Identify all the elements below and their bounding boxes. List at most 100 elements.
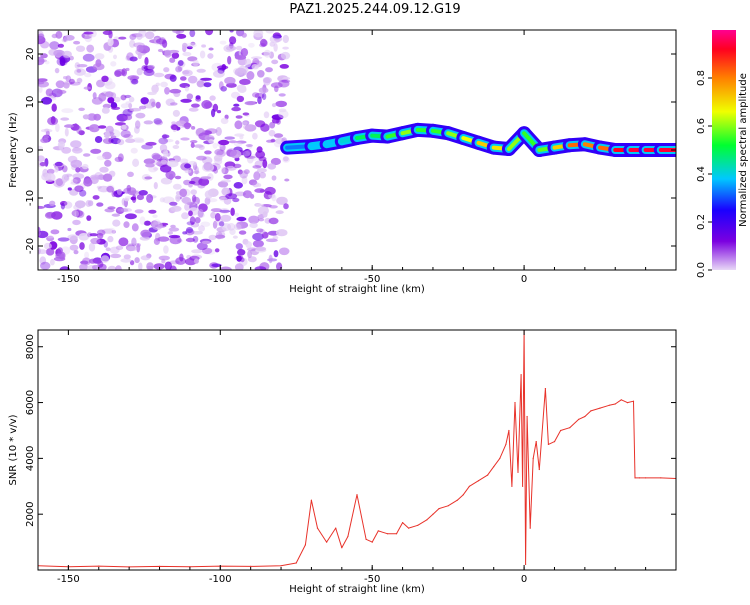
noise-blob bbox=[249, 193, 255, 199]
noise-blob bbox=[82, 257, 91, 266]
noise-blob bbox=[230, 207, 235, 216]
noise-blob bbox=[45, 88, 54, 97]
noise-blob bbox=[247, 250, 253, 259]
noise-blob bbox=[70, 179, 78, 184]
noise-blob bbox=[242, 121, 248, 125]
noise-blob bbox=[83, 86, 92, 90]
noise-blob bbox=[38, 249, 48, 255]
noise-blob bbox=[262, 159, 268, 169]
noise-blob bbox=[134, 209, 144, 214]
noise-blob bbox=[269, 121, 276, 129]
y-tick-label: 2000 bbox=[25, 501, 36, 526]
noise-blob bbox=[164, 87, 170, 95]
noise-blob bbox=[210, 211, 217, 219]
snr-point bbox=[438, 508, 440, 510]
noise-blob bbox=[221, 167, 229, 175]
snr-frame bbox=[37, 329, 677, 571]
noise-blob bbox=[127, 171, 134, 177]
noise-blob bbox=[219, 40, 227, 45]
noise-blob bbox=[39, 256, 47, 265]
noise-blob bbox=[160, 81, 168, 88]
noise-blob bbox=[180, 76, 187, 81]
noise-blob bbox=[204, 197, 211, 205]
noise-blob bbox=[102, 151, 112, 160]
noise-blob bbox=[100, 255, 110, 263]
noise-blob bbox=[172, 109, 180, 117]
noise-blob bbox=[205, 248, 216, 255]
noise-blob bbox=[75, 167, 81, 173]
noise-blob bbox=[215, 231, 223, 240]
noise-blob bbox=[110, 253, 122, 259]
noise-blob bbox=[248, 179, 258, 186]
snr-point bbox=[250, 565, 252, 568]
noise-blob bbox=[169, 57, 176, 63]
noise-blob bbox=[167, 160, 179, 168]
noise-blob bbox=[258, 218, 265, 222]
noise-blob bbox=[236, 45, 243, 51]
noise-blob bbox=[104, 159, 112, 167]
noise-blob bbox=[74, 68, 86, 76]
noise-blob bbox=[153, 72, 165, 78]
noise-blob bbox=[43, 134, 49, 139]
noise-blob bbox=[245, 58, 252, 68]
noise-blob bbox=[200, 221, 211, 227]
noise-blob bbox=[256, 228, 264, 233]
noise-blob bbox=[170, 224, 176, 229]
noise-blob bbox=[229, 149, 242, 159]
noise-blob bbox=[246, 149, 252, 155]
snr-point bbox=[626, 402, 629, 404]
snr-point bbox=[526, 415, 528, 418]
snr-point bbox=[511, 485, 513, 487]
noise-blob bbox=[278, 110, 289, 119]
noise-blob bbox=[155, 101, 161, 109]
noise-blob bbox=[163, 67, 170, 73]
noise-blob bbox=[82, 114, 90, 120]
noise-blob bbox=[38, 56, 45, 66]
noise-blob bbox=[198, 225, 206, 232]
noise-blob bbox=[184, 203, 190, 211]
noise-blob bbox=[270, 157, 281, 166]
noise-blob bbox=[268, 129, 276, 137]
noise-blob bbox=[228, 140, 237, 144]
snr-point bbox=[578, 418, 580, 420]
noise-blob bbox=[72, 219, 81, 226]
noise-blob bbox=[160, 177, 173, 185]
noise-blob bbox=[236, 140, 247, 144]
noise-blob bbox=[96, 232, 104, 239]
noise-blob bbox=[133, 139, 145, 144]
noise-blob bbox=[261, 93, 267, 100]
noise-blob bbox=[253, 30, 264, 38]
noise-blob bbox=[129, 107, 142, 112]
noise-blob bbox=[238, 230, 247, 235]
noise-blob bbox=[219, 143, 226, 152]
noise-blob bbox=[236, 216, 247, 222]
noise-blob bbox=[252, 132, 258, 140]
noise-blob bbox=[127, 75, 140, 81]
noise-blob bbox=[130, 147, 138, 154]
snr-series bbox=[38, 330, 676, 568]
y-tick-label: 10 bbox=[25, 96, 36, 109]
noise-blob bbox=[234, 120, 243, 130]
snr-point bbox=[535, 441, 537, 443]
y-tick-label: 20 bbox=[25, 48, 36, 61]
noise-blob bbox=[267, 163, 277, 170]
noise-blob bbox=[221, 223, 232, 232]
noise-blob bbox=[79, 189, 87, 197]
noise-blob bbox=[248, 42, 255, 48]
snr-point bbox=[560, 429, 562, 432]
snr-point bbox=[456, 499, 458, 501]
noise-blob bbox=[118, 36, 127, 40]
noise-blob bbox=[63, 201, 73, 209]
noise-blob bbox=[158, 255, 170, 261]
noise-blob bbox=[78, 107, 85, 112]
noise-blob bbox=[241, 32, 247, 38]
noise-blob bbox=[233, 163, 242, 169]
noise-blob bbox=[134, 257, 140, 264]
noise-blob bbox=[242, 190, 253, 199]
noise-blob bbox=[55, 123, 60, 133]
noise-blob bbox=[284, 178, 290, 182]
snr-point bbox=[341, 547, 343, 549]
noise-blob bbox=[105, 91, 114, 98]
noise-blob bbox=[138, 262, 143, 270]
noise-blob bbox=[184, 163, 191, 169]
